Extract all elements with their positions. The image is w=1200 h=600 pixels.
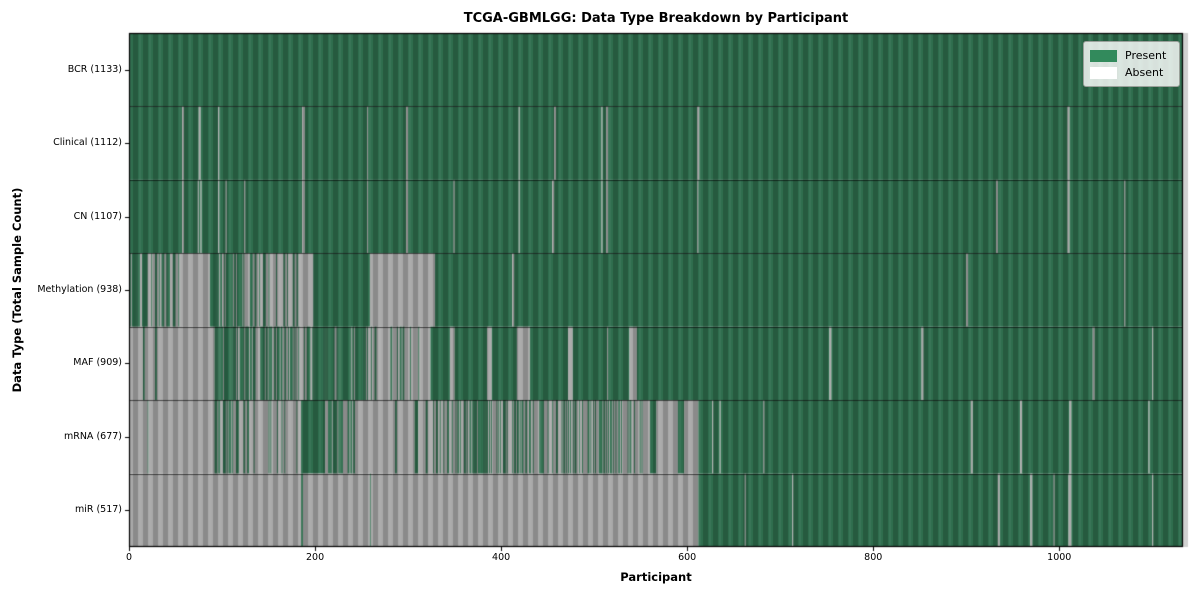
legend-entry-present: Present [1090,47,1172,64]
y-tick-label: CN (1107) [73,210,122,222]
legend-absent-label: Absent [1125,65,1164,79]
y-tick-label: Clinical (1112) [53,137,122,149]
legend-entry-absent: Absent [1090,64,1172,81]
legend: Present Absent [1083,41,1180,87]
y-tick-label: BCR (1133) [67,63,122,75]
x-tick-label: 600 [678,552,697,563]
y-tick-label: mRNA (677) [63,430,122,442]
x-tick-label: 400 [492,552,511,563]
y-tick-label: MAF (909) [73,357,122,369]
x-tick-label: 200 [305,552,325,563]
legend-present-label: Present [1125,48,1167,62]
x-tick-label: 800 [864,552,883,563]
x-axis-label: Participant [620,570,692,584]
chart-title: TCGA-GBMLGG: Data Type Breakdown by Part… [463,11,849,26]
legend-present-swatch [1090,49,1117,62]
y-tick-label: Methylation (938) [37,284,122,295]
y-tick-label: miR (517) [74,504,122,516]
legend-absent-swatch [1090,66,1117,79]
x-tick-label: 1000 [1047,552,1072,563]
x-tick-label: 0 [125,552,133,563]
